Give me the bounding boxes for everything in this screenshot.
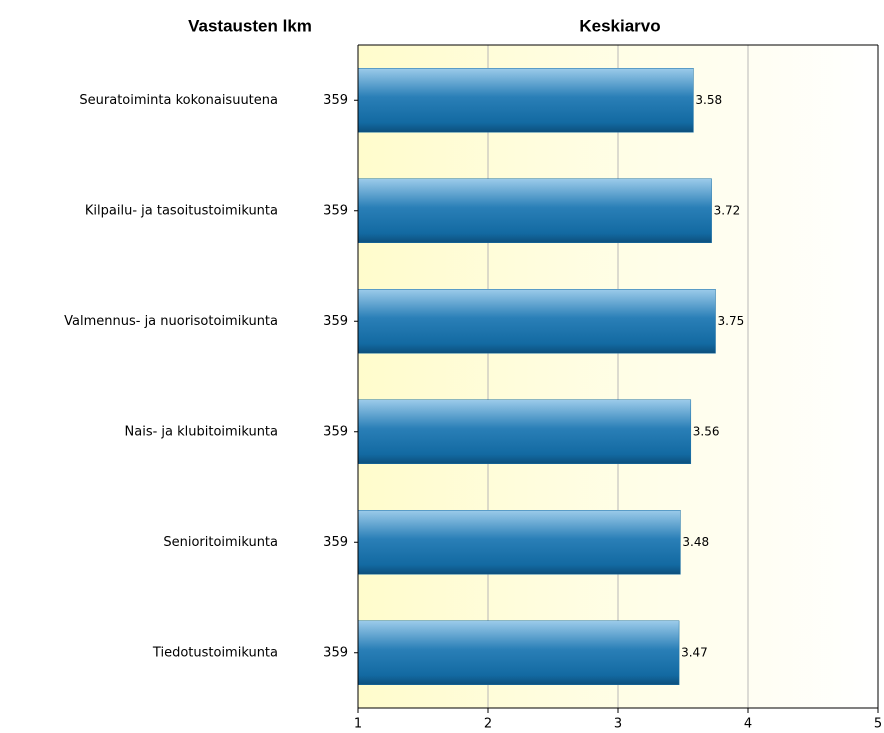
count-label: 359 — [323, 424, 348, 439]
count-label: 359 — [323, 645, 348, 660]
bar — [357, 510, 681, 575]
category-label: Senioritoimikunta — [163, 535, 278, 550]
value-label: 3.56 — [693, 424, 720, 438]
value-label: 3.72 — [714, 203, 741, 217]
bar — [357, 68, 694, 133]
bar — [357, 620, 680, 685]
bar — [357, 178, 712, 243]
chart-title: Keskiarvo — [579, 16, 660, 35]
value-label: 3.58 — [695, 93, 722, 107]
value-label: 3.75 — [718, 314, 745, 328]
value-label: 3.48 — [682, 535, 709, 549]
x-tick-label: 5 — [874, 717, 882, 732]
bar — [357, 289, 716, 354]
category-label: Nais- ja klubitoimikunta — [125, 424, 278, 439]
value-label: 3.47 — [681, 645, 708, 659]
category-label: Seuratoiminta kokonaisuutena — [79, 93, 278, 108]
category-label: Valmennus- ja nuorisotoimikunta — [64, 314, 278, 329]
count-label: 359 — [323, 93, 348, 108]
count-label: 359 — [323, 203, 348, 218]
x-tick-label: 2 — [484, 717, 492, 732]
count-label: 359 — [323, 535, 348, 550]
category-label: Tiedotustoimikunta — [152, 645, 278, 660]
x-tick-label: 4 — [744, 717, 752, 732]
bar — [357, 399, 692, 464]
count-label: 359 — [323, 314, 348, 329]
count-title: Vastausten lkm — [188, 16, 312, 35]
x-tick-label: 3 — [614, 717, 622, 732]
category-label: Kilpailu- ja tasoitustoimikunta — [85, 203, 278, 218]
x-tick-label: 1 — [354, 717, 362, 732]
